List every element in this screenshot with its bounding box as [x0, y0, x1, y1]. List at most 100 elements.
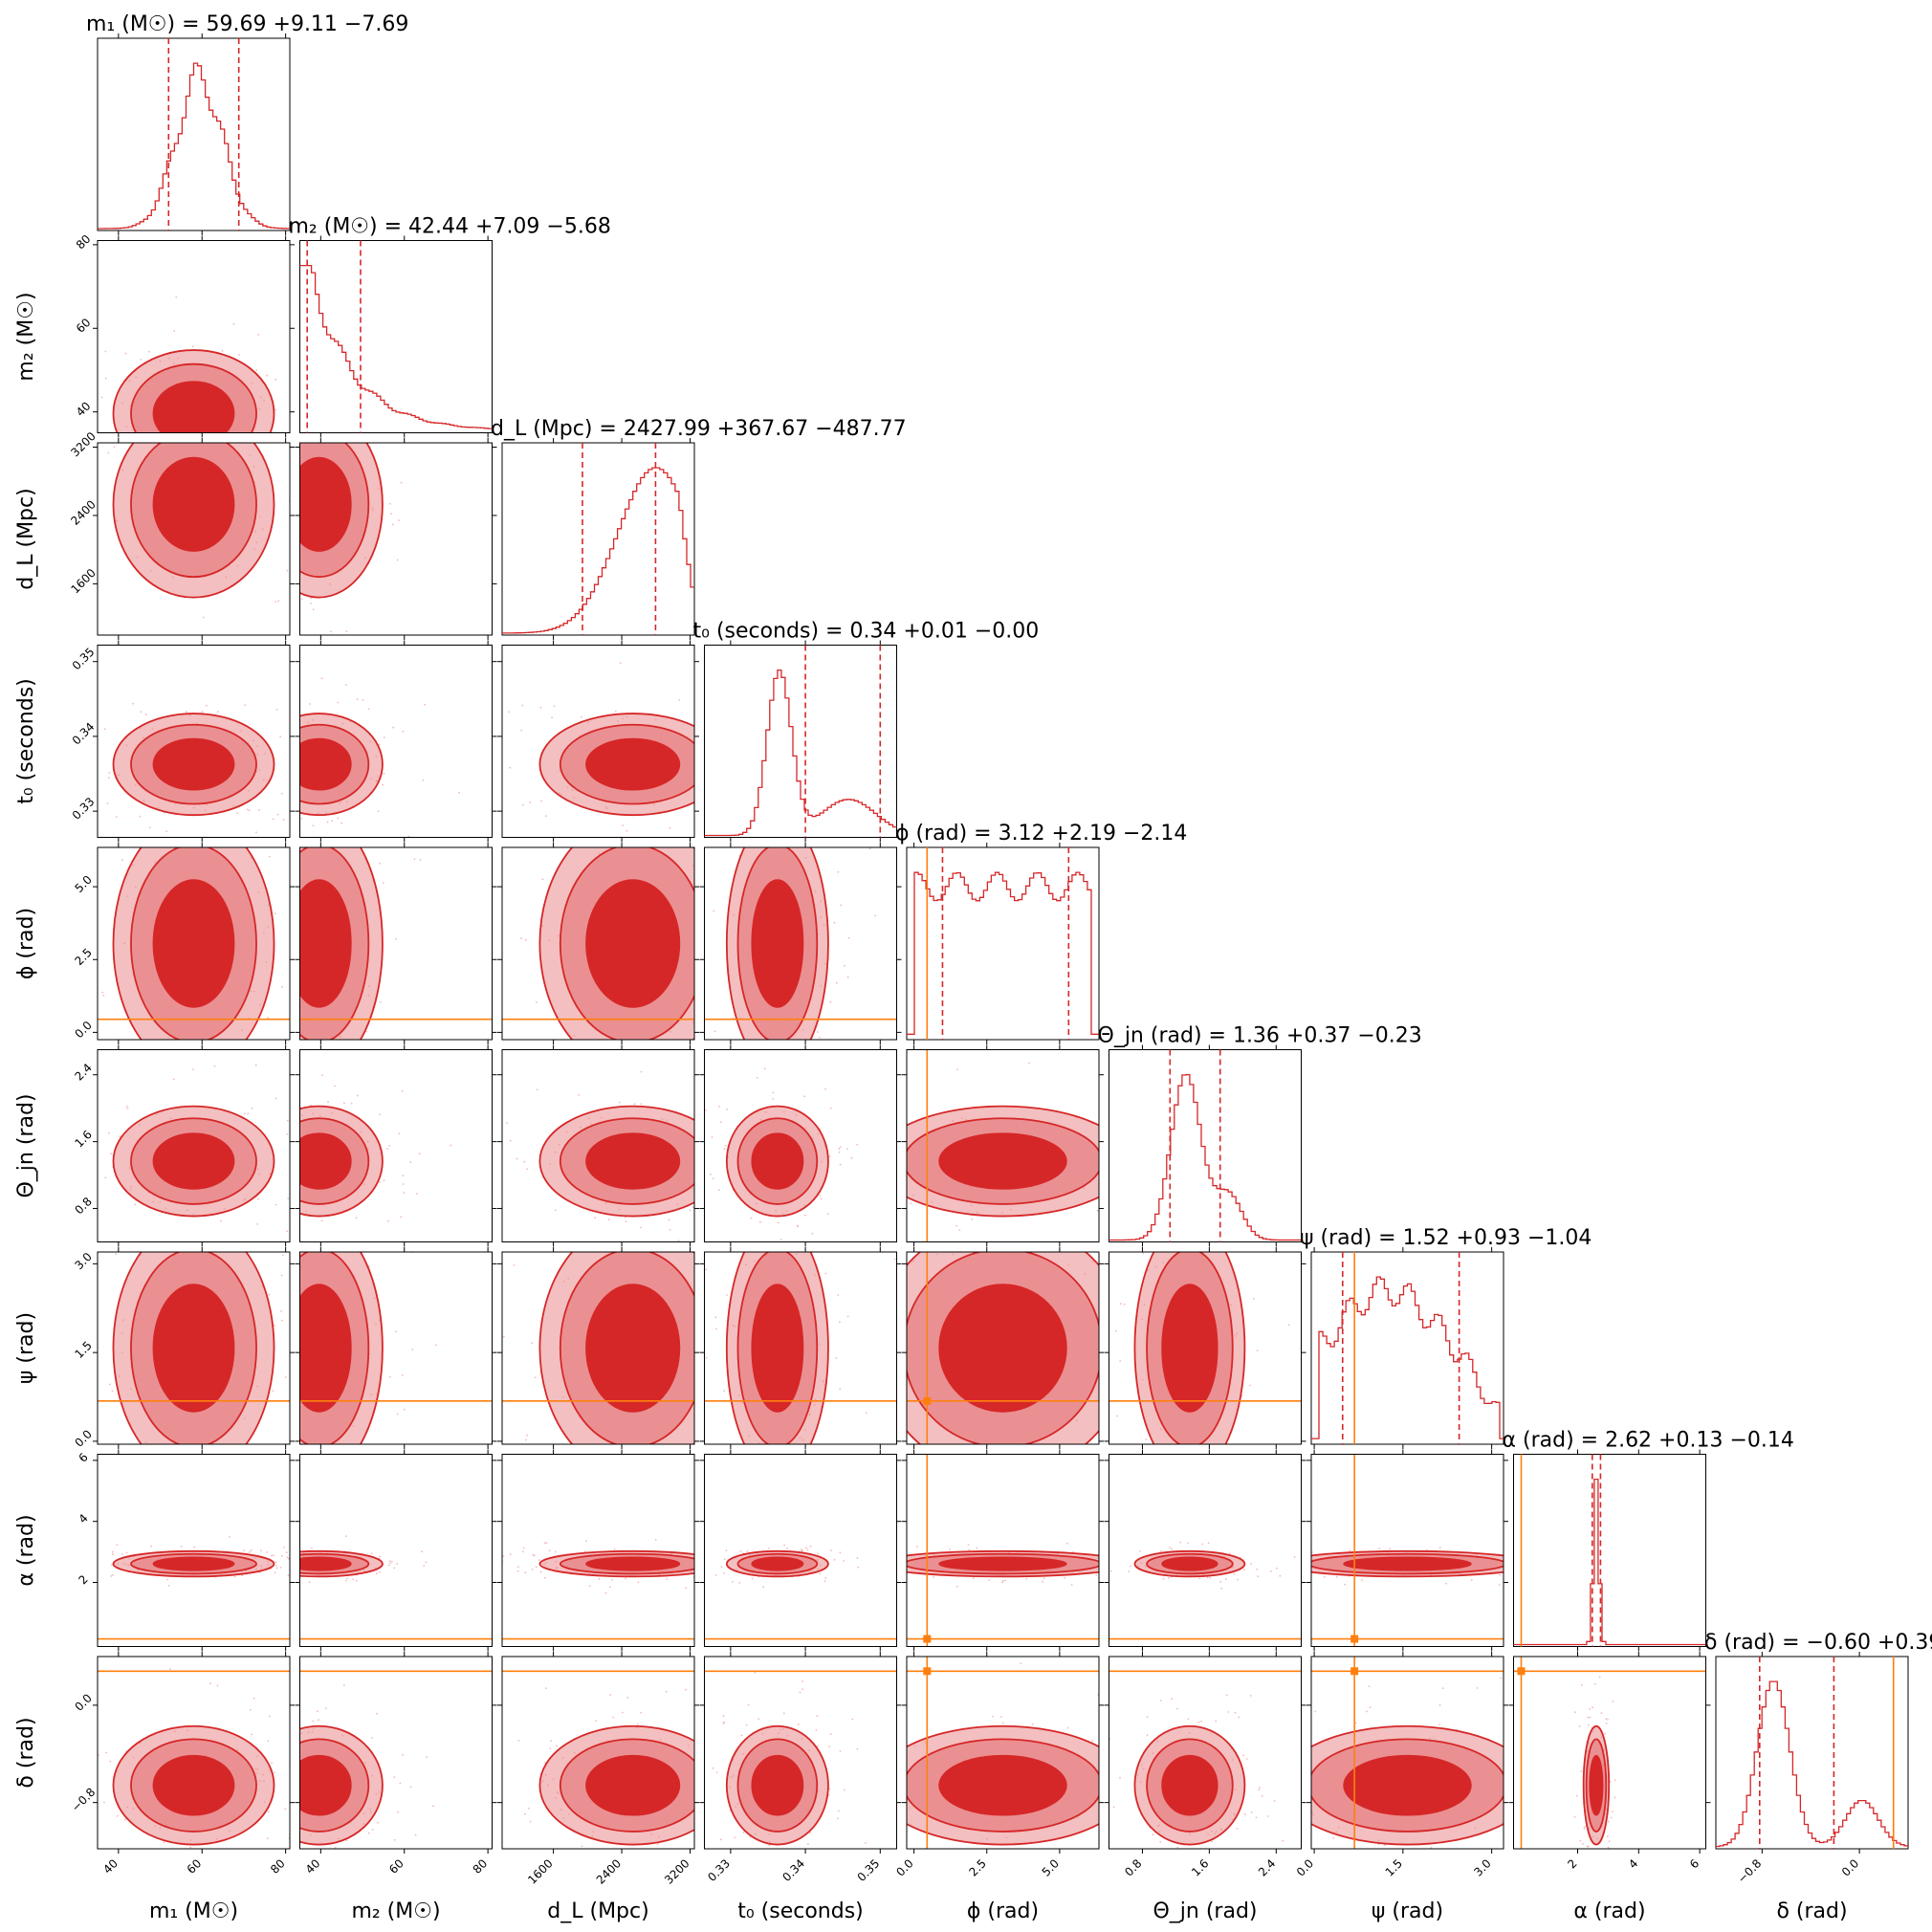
sample-point [1470, 1579, 1473, 1581]
contour-level-3 [585, 1754, 681, 1816]
sample-point [1471, 1874, 1473, 1876]
sample-point [540, 800, 542, 802]
sample-point [409, 1786, 412, 1789]
sample-point [1209, 1576, 1212, 1579]
panel-m1-vs-theta [48, 1049, 291, 1242]
sample-point [68, 729, 70, 731]
sample-point [107, 451, 110, 454]
sample-point [1072, 1452, 1074, 1454]
sample-point [1608, 1820, 1610, 1823]
sample-point [168, 839, 170, 841]
sample-point [297, 1262, 299, 1263]
sample-point [1256, 1568, 1259, 1570]
sample-point [1368, 1685, 1371, 1687]
sample-point [1145, 1438, 1148, 1441]
sample-point [1256, 1350, 1259, 1351]
sample-point [1116, 1415, 1118, 1417]
sample-point [1369, 1706, 1372, 1709]
sample-point [544, 815, 547, 817]
sample-point [244, 704, 247, 707]
sample-point [274, 1571, 276, 1574]
sample-point [609, 1694, 611, 1696]
sample-point [173, 330, 176, 332]
sample-point [1146, 1734, 1149, 1737]
sample-point [271, 1554, 273, 1557]
sample-point [248, 438, 250, 440]
sample-point [543, 1542, 546, 1544]
sample-point [692, 1858, 694, 1860]
sample-point [720, 1121, 722, 1124]
sample-point [594, 1217, 596, 1219]
panel-frame [1109, 1454, 1302, 1647]
histogram-phi [907, 871, 1099, 1035]
sample-point [251, 1040, 252, 1042]
sample-point [292, 1823, 294, 1825]
panel-frame [906, 1251, 1100, 1445]
sample-point [1445, 1866, 1447, 1868]
sample-point [838, 1810, 840, 1812]
sample-point [767, 1245, 769, 1247]
sample-point [192, 1068, 194, 1070]
sample-point [837, 870, 840, 873]
sample-point [715, 1771, 718, 1773]
contour-level-3 [585, 1556, 681, 1571]
sample-point [294, 570, 296, 572]
sample-point [77, 469, 78, 471]
sample-point [386, 1148, 388, 1151]
contour-level-3 [938, 1556, 1067, 1571]
sample-point [310, 1104, 312, 1107]
sample-point [598, 1862, 600, 1864]
sample-point [783, 1544, 785, 1547]
sample-point [833, 921, 836, 924]
sample-point [809, 1832, 812, 1834]
sample-point [1201, 1543, 1203, 1546]
sample-point [801, 1043, 803, 1045]
sample-point [550, 1740, 552, 1743]
sample-point [626, 829, 628, 832]
sample-point [1335, 1576, 1338, 1578]
sample-point [121, 1552, 123, 1555]
sample-point [972, 1577, 975, 1580]
sample-point [312, 1041, 314, 1043]
sample-point [363, 1248, 365, 1250]
panel-frame [299, 1049, 493, 1242]
sample-point [1227, 1711, 1230, 1713]
sample-point [48, 1162, 50, 1164]
sample-point [286, 1133, 289, 1135]
sample-point [1514, 1854, 1516, 1855]
sample-point [295, 476, 296, 478]
sample-point [1594, 1877, 1596, 1879]
sample-point [668, 1218, 670, 1221]
sample-point [1476, 1687, 1479, 1689]
sample-point [1328, 1852, 1329, 1854]
sample-point [96, 1211, 98, 1213]
sample-point [167, 1585, 170, 1587]
sample-point [904, 1272, 906, 1274]
sample-point [1279, 1574, 1282, 1577]
sample-point [398, 1132, 401, 1135]
sample-point [3, 1534, 5, 1536]
panel-t0-vs-theta [704, 1049, 897, 1242]
sample-point [209, 1682, 211, 1685]
sample-point [534, 1376, 537, 1379]
sample-point [856, 1143, 859, 1146]
contour-level-3 [1161, 1284, 1218, 1413]
contour-level-3 [299, 879, 352, 1008]
panel-frame [97, 1049, 291, 1242]
sample-point [1175, 1707, 1178, 1710]
sample-point [714, 1316, 717, 1319]
sample-point [169, 1668, 171, 1671]
panel-m2-vs-t0 [299, 645, 493, 838]
sample-point [1128, 1570, 1131, 1572]
sample-point [549, 1747, 552, 1750]
sample-point [407, 835, 410, 838]
sample-point [1282, 1839, 1284, 1842]
sample-point [777, 1221, 779, 1224]
sample-point [700, 1733, 702, 1735]
panel-t0-vs-alpha [704, 1454, 897, 1647]
sample-point [243, 1549, 245, 1552]
sample-point [292, 746, 294, 748]
sample-point [806, 1548, 809, 1551]
sample-point [723, 1572, 726, 1574]
